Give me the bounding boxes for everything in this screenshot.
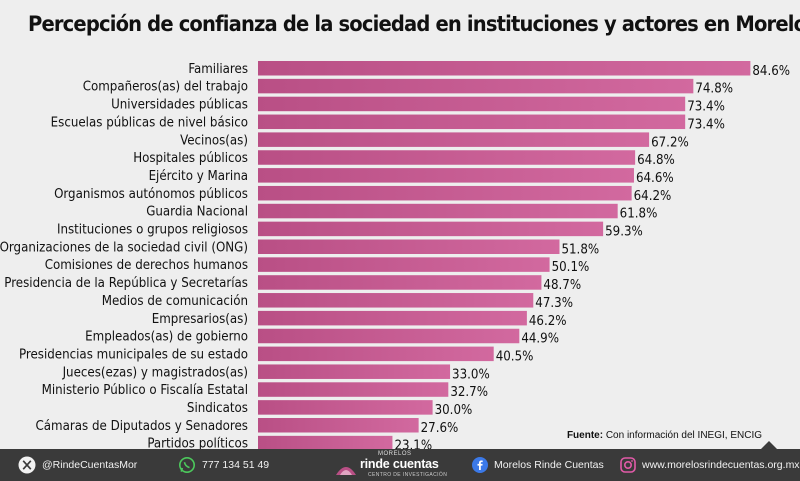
value-label: 48.7%: [543, 278, 581, 293]
source-note: Fuente: Con información del INEGI, ENCIG: [567, 430, 762, 441]
bar: [258, 293, 534, 308]
value-label: 64.2%: [634, 189, 672, 204]
bar: [258, 61, 751, 76]
footer-notch: [760, 441, 778, 450]
bar: [258, 275, 542, 290]
category-label: Empresarios(as): [152, 312, 248, 327]
bar: [258, 114, 686, 130]
bar: [258, 310, 527, 326]
category-label: Escuelas públicas de nivel básico: [51, 114, 248, 130]
brand-logo: MORELOS rinde cuentas CENTRO DE INVESTIG…: [330, 451, 470, 481]
bar: [258, 418, 419, 433]
footer-twitter[interactable]: @RindeCuentasMor: [18, 449, 137, 481]
value-label: 50.1%: [552, 260, 590, 275]
category-label: Medios de comunicación: [102, 293, 248, 309]
category-label: Jueces(ezas) y magistrados(as): [62, 365, 248, 380]
value-label: 44.9%: [521, 332, 559, 347]
bar: [258, 382, 449, 397]
bar: [258, 96, 686, 112]
value-label: 67.2%: [651, 135, 689, 150]
value-label: 32.7%: [450, 385, 488, 400]
bar: [258, 221, 604, 237]
facebook-name: Morelos Rinde Cuentas: [494, 459, 604, 471]
value-label: 64.8%: [637, 153, 675, 168]
category-label: Empleados(as) de gobierno: [85, 330, 248, 345]
category-label: Hospitales públicos: [133, 150, 248, 166]
bar: [258, 328, 520, 344]
footer-website[interactable]: www.morelosrindecuentas.org.mx: [620, 449, 800, 481]
x-icon: [18, 456, 36, 474]
category-label: Presidencias municipales de su estado: [19, 347, 248, 362]
category-label: Partidos políticos: [147, 436, 248, 449]
value-label: 23.1%: [394, 439, 432, 449]
instagram-icon: [620, 457, 636, 473]
whatsapp-number: 777 134 51 49: [202, 459, 270, 471]
footer-whatsapp[interactable]: 777 134 51 49: [178, 449, 269, 481]
value-label: 84.6%: [752, 64, 790, 79]
whatsapp-icon: [178, 456, 196, 474]
bar: [258, 400, 433, 415]
twitter-handle: @RindeCuentasMor: [42, 459, 138, 471]
bars-group: Familiares 84.6% Compañeros(as) del trabaj…: [0, 61, 790, 449]
website-url: www.morelosrindecuentas.org.mx: [642, 459, 800, 471]
category-label: Organismos autónomos públicos: [54, 186, 248, 202]
category-label: Ejército y Marina: [149, 168, 248, 184]
value-label: 27.6%: [421, 421, 459, 436]
facebook-icon: [472, 457, 488, 473]
logo-top-text: MORELOS: [378, 451, 412, 457]
category-label: Compañeros(as) del trabajo: [83, 80, 248, 95]
bar: [258, 203, 618, 219]
category-label: Familiares: [188, 62, 248, 77]
logo-icon: [334, 457, 358, 479]
bar: [258, 150, 636, 165]
value-label: 59.3%: [605, 225, 643, 240]
value-label: 46.2%: [529, 314, 567, 329]
value-label: 33.0%: [452, 367, 490, 382]
category-label: Comisiones de derechos humanos: [45, 258, 248, 273]
category-label: Instituciones o grupos religiosos: [57, 223, 248, 238]
value-label: 30.0%: [435, 403, 473, 418]
bar: [258, 364, 451, 379]
category-label: Presidencia de la República y Secretaría…: [4, 275, 248, 291]
value-label: 51.8%: [561, 242, 599, 257]
logo-sub-text: CENTRO DE INVESTIGACIÓN: [368, 472, 448, 478]
category-label: Vecinos(as): [180, 133, 248, 148]
value-label: 74.8%: [695, 82, 733, 97]
footer-facebook[interactable]: Morelos Rinde Cuentas: [472, 449, 604, 481]
bar: [258, 168, 634, 183]
bar: [258, 185, 632, 201]
logo-main-text: rinde cuentas: [360, 457, 439, 471]
bar-chart: Familiares 84.6% Compañeros(as) del trabaj…: [0, 61, 790, 449]
category-label: Guardia Nacional: [146, 205, 248, 220]
value-label: 40.5%: [496, 349, 534, 364]
value-label: 73.4%: [687, 100, 725, 115]
category-label: Ministerio Público o Fiscalía Estatal: [42, 382, 248, 398]
bar: [258, 257, 550, 272]
bar: [258, 239, 560, 254]
category-label: Sindicatos: [187, 401, 248, 416]
source-text: Con información del INEGI, ENCIG: [605, 430, 762, 441]
bar: [258, 132, 650, 147]
category-label: Universidades públicas: [111, 97, 248, 113]
footer-bar: @RindeCuentasMor 777 134 51 49 MORELOS r…: [0, 449, 800, 481]
category-label: Organizaciones de la sociedad civil (ONG…: [0, 240, 248, 255]
value-label: 73.4%: [687, 117, 725, 132]
source-label: Fuente:: [566, 430, 604, 441]
category-label: Cámaras de Diputados y Senadores: [35, 418, 248, 434]
value-label: 64.6%: [636, 171, 674, 186]
bar: [258, 346, 494, 362]
bar: [258, 78, 694, 94]
chart-title: Percepción de confianza de la sociedad e…: [28, 12, 800, 36]
value-label: 47.3%: [535, 296, 573, 311]
value-label: 61.8%: [620, 207, 658, 222]
bar: [258, 435, 393, 449]
